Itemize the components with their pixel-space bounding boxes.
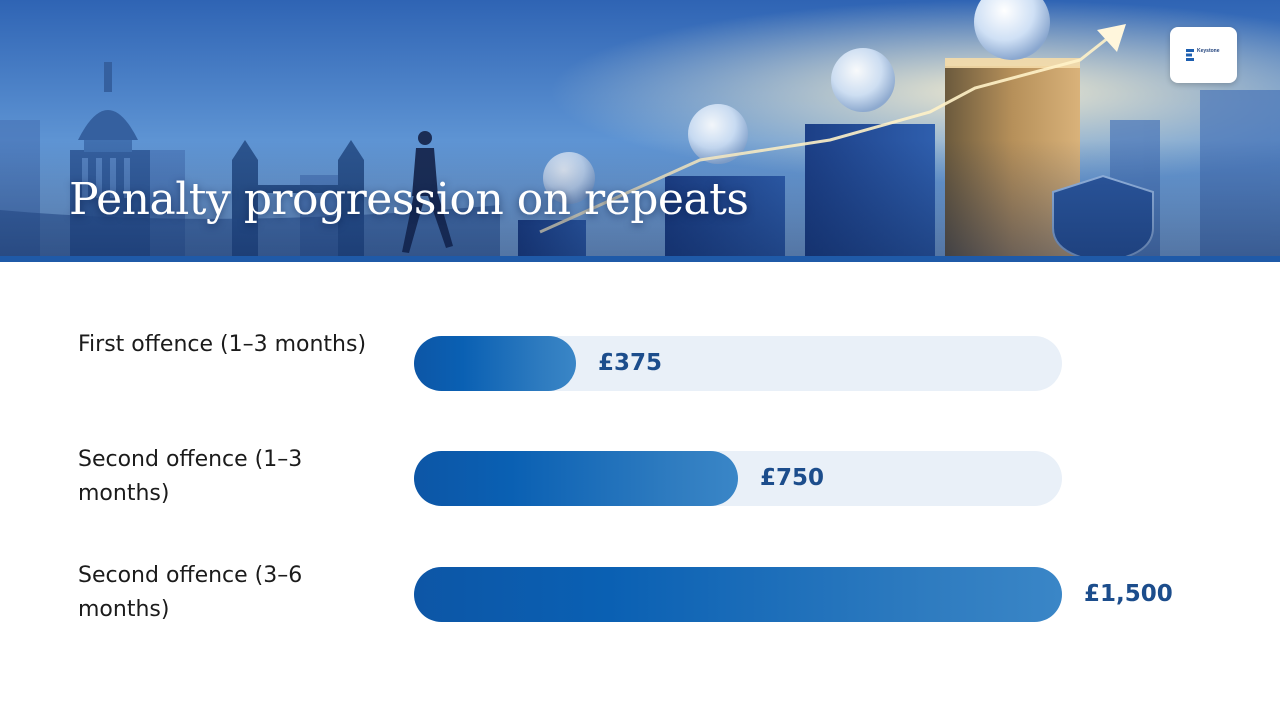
category-label: Second offence (3–6 months) — [78, 563, 303, 622]
penalty-bar-chart: First offence (1–3 months) £375 Second off… — [0, 262, 1280, 720]
bar — [414, 567, 1062, 622]
category-label: First offence (1–3 months) — [78, 332, 367, 357]
company-logo: Keystone — [1170, 27, 1237, 83]
logo-mark-icon — [1186, 49, 1194, 61]
hero-accent-band — [0, 256, 1280, 262]
logo-wordmark: Keystone — [1197, 48, 1220, 54]
value-label: £1,500 — [1084, 581, 1173, 607]
hero-banner: Penalty progression on repeats Keystone — [0, 0, 1280, 262]
bar — [414, 336, 576, 391]
bar — [414, 451, 738, 506]
value-label: £375 — [598, 350, 663, 376]
city-growth-illustration — [0, 0, 1280, 262]
category-label: Second offence (1–3 months) — [78, 447, 303, 506]
value-label: £750 — [760, 465, 825, 491]
page-title: Penalty progression on repeats — [69, 174, 749, 225]
